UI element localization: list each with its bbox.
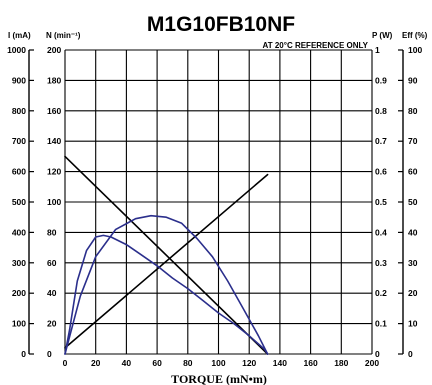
speed-axis-tick-label: 140 [47,136,61,146]
efficiency-curve [64,234,269,355]
x-axis-tick-label: 60 [152,358,162,368]
speed-axis-tick-label: 160 [47,106,61,116]
speed-axis-tick-label: 200 [47,45,61,55]
efficiency-axis-tick-label: 20 [408,288,418,298]
efficiency-axis-label: Eff (%) [402,31,428,40]
speed-axis-tick-label: 100 [47,197,61,207]
x-axis-tick-label: 160 [304,358,318,368]
power-axis-tick-label: 0.9 [375,75,387,85]
current-axis-tick-label: 600 [12,167,26,177]
power-axis-tick-label: 0.3 [375,258,387,268]
current-axis-tick-label: 700 [12,136,26,146]
power-axis-tick-label: 0 [375,349,380,359]
efficiency-axis-tick-label: 50 [408,197,418,207]
speed-axis-tick-label: 0 [47,349,52,359]
speed-axis-tick-label: 60 [47,258,57,268]
current-axis-tick-label: 1000 [7,45,26,55]
efficiency-axis-tick-label: 60 [408,167,418,177]
x-axis-tick-label: 80 [183,358,193,368]
x-axis-tick-label: 120 [242,358,256,368]
power-curve [64,214,269,355]
current-axis-tick-label: 500 [12,197,26,207]
efficiency-axis-tick-label: 10 [408,319,418,329]
power-axis-label: P (W) [372,31,393,40]
x-axis-label: TORQUE (mN•m) [171,372,267,385]
efficiency-axis-tick-label: 0 [408,349,413,359]
chart-title: M1G10FB10NF [147,13,295,36]
x-axis-tick-label: 20 [91,358,101,368]
efficiency-axis-tick-label: 70 [408,136,418,146]
x-axis-tick-label: 140 [273,358,287,368]
current-axis-tick-label: 300 [12,258,26,268]
speed-axis-tick-label: 180 [47,75,61,85]
speed-axis-label: N (min⁻¹) [46,31,81,40]
speed-axis-tick-label: 40 [47,288,57,298]
speed-curve [64,155,269,355]
current-axis-tick-label: 200 [12,288,26,298]
power-axis-tick-label: 0.6 [375,167,387,177]
x-axis-tick-label: 0 [63,358,68,368]
x-axis-tick-label: 200 [365,358,379,368]
power-axis-tick-label: 0.2 [375,288,387,298]
speed-axis-tick-label: 20 [47,319,57,329]
power-axis-tick-label: 0.8 [375,106,387,116]
speed-axis-tick-label: 80 [47,227,57,237]
power-axis-tick-label: 0.4 [375,227,387,237]
reference-note: AT 20°C REFERENCE ONLY [263,41,369,50]
power-axis-tick-label: 0.7 [375,136,387,146]
efficiency-axis-tick-label: 90 [408,75,418,85]
x-axis-tick-label: 180 [334,358,348,368]
current-axis-label: I (mA) [8,31,31,40]
x-axis-tick-label: 40 [122,358,132,368]
power-axis-tick-label: 0.1 [375,319,387,329]
current-axis-tick-label: 800 [12,106,26,116]
efficiency-axis-tick-label: 80 [408,106,418,116]
power-axis-tick-label: 1 [375,45,380,55]
current-axis-tick-label: 900 [12,75,26,85]
current-axis-tick-label: 400 [12,227,26,237]
current-curve [64,173,269,349]
efficiency-axis-tick-label: 40 [408,227,418,237]
x-axis-tick-label: 100 [211,358,225,368]
current-axis-tick-label: 100 [12,319,26,329]
efficiency-axis-tick-label: 30 [408,258,418,268]
efficiency-axis-tick-label: 100 [408,45,422,55]
power-axis-tick-label: 0.5 [375,197,387,207]
current-axis-tick-label: 0 [21,349,26,359]
speed-axis-tick-label: 120 [47,167,61,177]
